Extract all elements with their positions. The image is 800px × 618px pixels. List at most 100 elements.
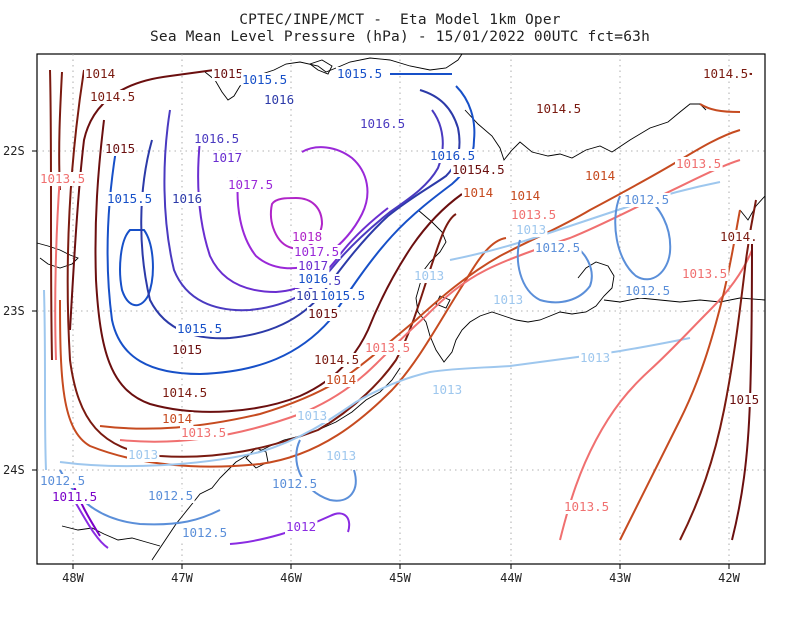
isobar-label-background <box>171 192 204 206</box>
isobar-label: 1015 <box>213 66 243 81</box>
isobar-label: 1013.5 <box>511 207 556 222</box>
x-tick-label: 42W <box>718 571 740 585</box>
isobar-label-background <box>104 142 137 156</box>
isobar-label-background <box>675 157 723 171</box>
isobar-1018 <box>270 196 324 250</box>
isobar-label: 1014 <box>326 372 356 387</box>
isobar-label: 1012.5 <box>624 192 669 207</box>
isobar-label: 1016.5 <box>194 131 239 146</box>
isobar-label: 1016.5 <box>360 116 405 131</box>
isobar-1014.5 <box>66 69 457 458</box>
isobar-label-background <box>296 409 329 423</box>
y-tick-label: 22S <box>3 144 25 158</box>
isobar-1014 <box>59 237 507 468</box>
isobar-label-background <box>313 353 361 367</box>
isobar-label-background <box>263 93 296 107</box>
isobar-label: 1014 <box>585 168 615 183</box>
isobar-label-background <box>161 412 194 426</box>
isobar-1012.5 <box>516 239 593 304</box>
isobar-label: 1017 <box>212 150 242 165</box>
isobar-label: 1013 <box>493 292 523 307</box>
isobar-label: 1015 <box>729 392 759 407</box>
isobar-label: 1012.5 <box>182 525 227 540</box>
isobar-1014 <box>619 209 741 541</box>
isobar-label-background <box>359 117 407 131</box>
y-tick-label: 24S <box>3 463 25 477</box>
isobar-label: 1015 <box>308 306 338 321</box>
isobar-label-background <box>39 172 87 186</box>
isobar-label-background <box>176 322 224 336</box>
isobar-1012.5 <box>295 439 357 502</box>
x-tick-label: 46W <box>280 571 302 585</box>
isobar-1014.5 <box>49 69 53 361</box>
isobar-label: 1013 <box>414 268 444 283</box>
isobar-label-background <box>147 489 195 503</box>
isobar-label: 1011.5 <box>52 489 97 504</box>
isobar-label: 1013 <box>297 408 327 423</box>
isobar-label-background <box>584 169 617 183</box>
isobar-label: 1016 <box>172 191 202 206</box>
isobar-1013.5 <box>54 175 61 361</box>
isobar-label: 1015.5 <box>177 321 222 336</box>
isobar-label-background <box>451 163 507 177</box>
isobar-label-background <box>307 307 340 321</box>
isobar-label: 1016 <box>264 92 294 107</box>
y-axis-labels: 22S 23S 24S <box>3 144 25 477</box>
isobar-label: 1012.5 <box>272 476 317 491</box>
isobar-label: 1013 <box>516 222 546 237</box>
isobar-label: 1013.5 <box>676 156 721 171</box>
isobar-1014 <box>99 129 741 430</box>
isobar-label-background <box>431 383 464 397</box>
isobar-1015 <box>94 119 463 413</box>
isobar-label-background <box>509 189 542 203</box>
isobar-label: 1017.5 <box>228 177 273 192</box>
isobar-label-background <box>227 178 275 192</box>
isobar-label-background <box>106 192 154 206</box>
isobar-label: 1014 <box>162 411 192 426</box>
isobar-label: 1014 <box>463 185 493 200</box>
isobar-label-background <box>492 293 525 307</box>
isobar-label: 1015 <box>172 342 202 357</box>
isobar-label: 1013 <box>580 350 610 365</box>
isobar-label: 1015.5 <box>337 66 382 81</box>
isobar-label-background <box>624 284 672 298</box>
isobar-label-background <box>171 343 204 357</box>
isobar-label: 1013.5 <box>40 171 85 186</box>
isobar-label-background <box>293 245 341 259</box>
isobar-label: 1012.5 <box>535 240 580 255</box>
isobar-label-background <box>413 269 446 283</box>
isobar-label: 1014.5 <box>314 352 359 367</box>
isobar-label-background <box>563 500 611 514</box>
isobar-label-background <box>285 520 318 534</box>
isobar-label-background <box>84 67 117 81</box>
isobar-label-background <box>728 393 761 407</box>
isobar-lines <box>43 69 757 549</box>
isobar-label: 1015.5 <box>242 72 287 87</box>
isobar-label-background <box>510 208 558 222</box>
isobar-label-background <box>89 90 137 104</box>
map-frame <box>36 53 766 565</box>
isobar-label: 1018 <box>292 229 322 244</box>
isobar-label: 1017 <box>298 258 328 273</box>
isobar-label-background <box>319 289 367 303</box>
isobar-label: 1013.5 <box>564 499 609 514</box>
isobar-label: 1012 <box>286 519 316 534</box>
isobar-label-background <box>271 477 319 491</box>
isobar-label-background <box>291 230 324 244</box>
isobar-label: 1012.5 <box>625 283 670 298</box>
isobar-label-background <box>241 73 289 87</box>
isobar-label-background <box>515 223 548 237</box>
isobar-label-background <box>681 267 729 281</box>
isobar-label-background <box>127 448 160 462</box>
isobar-label-background <box>579 351 612 365</box>
isobar-label-background <box>325 449 358 463</box>
isobar-label: 1014.5 <box>90 89 135 104</box>
isobar-1015 <box>69 69 215 331</box>
isobar-label: 1015.5 <box>320 288 365 303</box>
x-axis-labels: 48W 47W 46W 45W 44W 43W 42W <box>62 571 740 585</box>
isobar-label-background <box>297 259 330 273</box>
axis-ticks <box>32 150 730 569</box>
isobar-label: 1014 <box>85 66 115 81</box>
x-tick-label: 48W <box>62 571 84 585</box>
